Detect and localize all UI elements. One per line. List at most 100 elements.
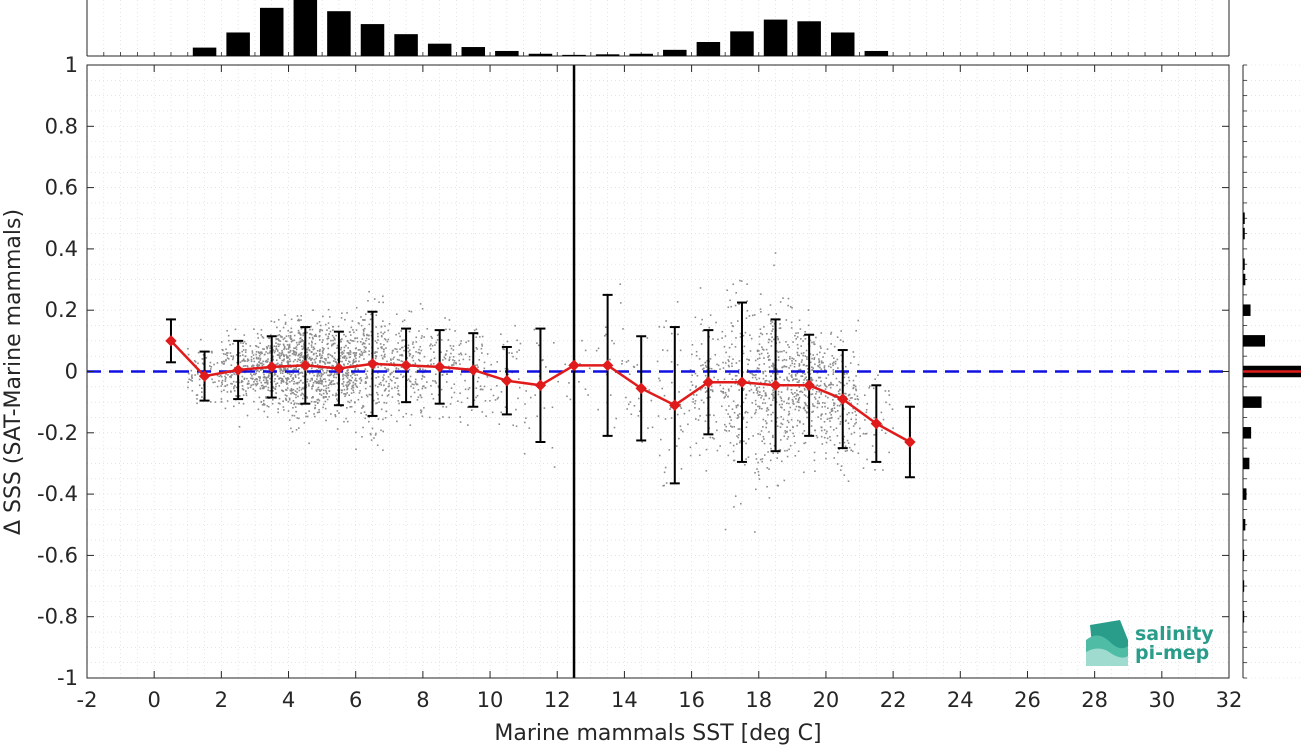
scatter-point: [296, 402, 298, 405]
scatter-point: [309, 380, 312, 382]
scatter-point: [382, 350, 385, 353]
scatter-point: [658, 377, 660, 380]
scatter-point: [737, 416, 740, 418]
scatter-point: [317, 367, 320, 369]
scatter-point: [278, 334, 281, 336]
scatter-point: [863, 394, 866, 397]
scatter-point: [279, 363, 282, 366]
scatter-point: [299, 334, 302, 336]
scatter-point: [364, 319, 366, 321]
scatter-point: [356, 386, 359, 388]
scatter-point: [275, 383, 277, 385]
scatter-point: [344, 355, 347, 358]
scatter-point: [459, 363, 461, 365]
scatter-point: [854, 410, 857, 413]
scatter-point: [772, 395, 774, 397]
scatter-point: [234, 384, 236, 387]
scatter-point: [369, 432, 372, 435]
scatter-point: [811, 411, 813, 413]
scatter-point: [460, 373, 462, 376]
scatter-point: [824, 395, 827, 397]
scatter-point: [322, 406, 324, 409]
scatter-point: [261, 335, 264, 338]
scatter-point: [765, 394, 768, 397]
scatter-point: [814, 363, 816, 366]
scatter-point: [777, 390, 780, 393]
scatter-point: [285, 399, 288, 401]
scatter-point: [287, 361, 289, 364]
scatter-point: [308, 357, 310, 360]
right-hist-bar: [1243, 396, 1262, 408]
scatter-point: [754, 472, 756, 474]
y-tick-label: 0.6: [45, 176, 78, 200]
scatter-point: [336, 410, 339, 412]
scatter-point: [316, 375, 319, 378]
scatter-point: [854, 385, 857, 388]
scatter-point: [366, 370, 369, 373]
scatter-point: [385, 380, 388, 383]
scatter-point: [846, 449, 849, 452]
scatter-point: [700, 399, 703, 402]
scatter-point: [299, 337, 302, 339]
scatter-point: [734, 495, 737, 497]
scatter-point: [285, 348, 288, 350]
scatter-point: [280, 364, 283, 366]
scatter-point: [839, 403, 842, 406]
scatter-point: [373, 437, 375, 439]
scatter-point: [689, 369, 692, 371]
scatter-point: [292, 360, 295, 363]
scatter-point: [230, 355, 233, 357]
scatter-point: [265, 359, 268, 362]
scatter-point: [274, 373, 277, 376]
scatter-point: [286, 377, 289, 379]
scatter-point: [277, 338, 279, 340]
scatter-point: [225, 373, 227, 375]
scatter-point: [450, 352, 452, 355]
scatter-point: [260, 351, 263, 354]
scatter-point: [289, 389, 292, 392]
scatter-point: [838, 392, 840, 395]
scatter-point: [273, 372, 276, 374]
scatter-point: [445, 353, 447, 355]
scatter-point: [395, 333, 397, 336]
mean-point: [635, 382, 647, 395]
scatter-point: [383, 343, 385, 346]
scatter-point: [431, 393, 433, 395]
scatter-point: [769, 459, 772, 462]
scatter-point: [340, 340, 343, 343]
scatter-point: [355, 329, 358, 331]
scatter-point: [384, 389, 386, 391]
scatter-point: [818, 402, 821, 405]
scatter-point: [814, 398, 817, 400]
scatter-point: [363, 327, 366, 330]
scatter-point: [739, 332, 742, 335]
scatter-point: [352, 359, 355, 362]
scatter-point: [481, 352, 483, 354]
scatter-point: [355, 347, 358, 349]
scatter-point: [564, 363, 566, 366]
scatter-point: [315, 352, 318, 355]
scatter-point: [298, 381, 300, 384]
scatter-point: [196, 394, 199, 396]
scatter-point: [198, 384, 201, 387]
scatter-point: [611, 339, 613, 342]
scatter-point: [351, 373, 354, 375]
scatter-point: [452, 356, 455, 358]
scatter-point: [290, 392, 292, 395]
scatter-point: [812, 405, 814, 407]
scatter-point: [734, 346, 737, 348]
scatter-point: [791, 306, 793, 309]
scatter-point: [243, 334, 246, 336]
right-hist-bar: [1243, 580, 1245, 592]
scatter-point: [796, 424, 798, 427]
scatter-point: [320, 374, 323, 377]
scatter-point: [322, 396, 325, 398]
scatter-point: [263, 410, 266, 413]
scatter-point: [440, 339, 443, 341]
scatter-point: [481, 388, 484, 391]
scatter-point: [440, 351, 442, 354]
scatter-point: [232, 355, 235, 357]
scatter-point: [306, 331, 308, 334]
scatter-point: [820, 429, 823, 432]
scatter-point: [254, 383, 257, 385]
